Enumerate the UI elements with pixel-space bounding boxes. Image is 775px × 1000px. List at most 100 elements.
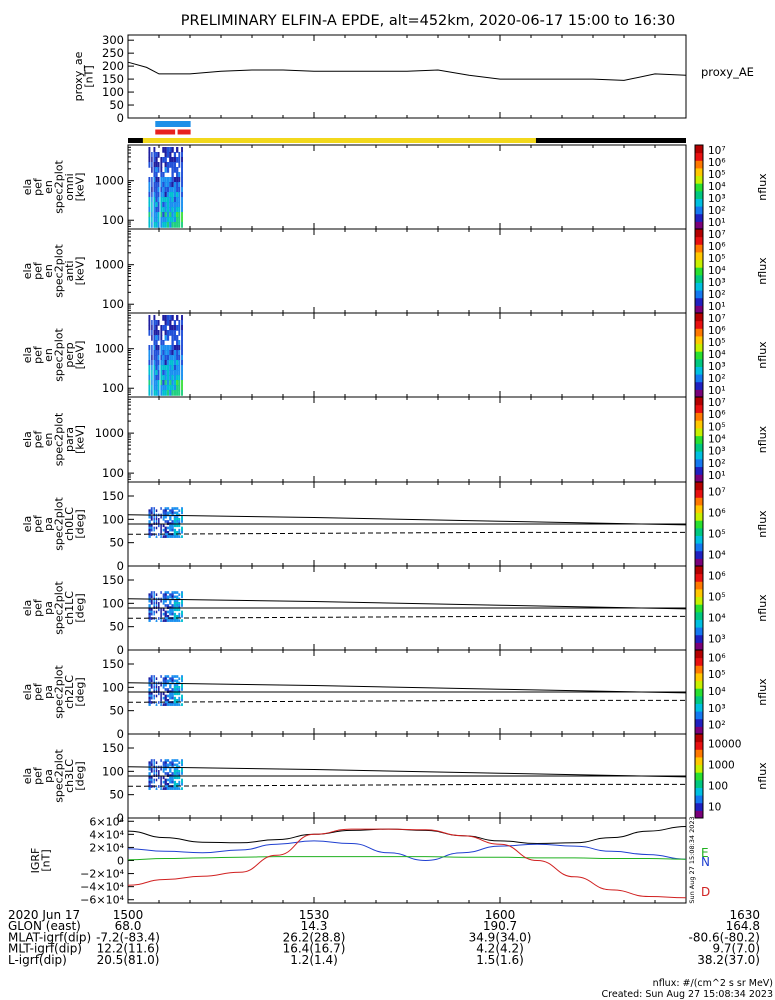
spectrogram-cell (148, 535, 151, 538)
spectrogram-cell (153, 591, 156, 594)
colorbar-segment (695, 221, 703, 230)
spectrogram-cell (153, 761, 156, 765)
spectrogram-cell (148, 380, 151, 386)
spectrogram-cell (173, 612, 177, 616)
spectrogram-cell (178, 340, 181, 346)
spectrogram-cell (173, 152, 177, 158)
spectrogram-cell (180, 679, 183, 683)
spectrogram (148, 507, 183, 538)
spectrogram-cell (155, 694, 158, 698)
spectrogram-cell (153, 780, 156, 784)
colorbar-tick-label: 10¹ (708, 301, 726, 313)
spectrogram-cell (164, 207, 167, 213)
colorbar-tick-label: 1000 (708, 760, 735, 772)
spectrogram-cell (164, 675, 167, 678)
spectrogram-cell (153, 177, 156, 183)
spectrogram-cell (159, 608, 163, 612)
spectrogram-cell (153, 385, 156, 391)
spectrogram-cell (169, 385, 172, 391)
y-label-line: ela (21, 263, 34, 280)
spectrogram-cell (153, 696, 156, 700)
spectrogram-cell (173, 365, 177, 371)
colorbar-tick-label: 10⁴ (708, 613, 726, 625)
spectrogram-cell (180, 767, 183, 771)
y-label-line: perp (63, 342, 76, 367)
spectrogram-cell (178, 375, 181, 381)
colorbar-tick-label: 10⁵ (708, 421, 726, 433)
spectrogram-cell (150, 785, 154, 788)
spectrogram-cell (176, 619, 179, 622)
spectrogram-cell (148, 217, 151, 223)
spectrogram-cell (178, 187, 181, 193)
spectrogram-cell (180, 763, 183, 767)
y-label-line: pa (42, 601, 55, 615)
spectrogram-cell (169, 686, 172, 689)
panel-frame (127, 34, 687, 119)
colorbar-segment (695, 389, 703, 398)
spectrogram-cell (180, 330, 183, 336)
colorbar-segment (695, 482, 703, 491)
spectrogram-cell (159, 192, 163, 198)
spectrogram-cell (157, 604, 160, 607)
spectrogram-cell (166, 320, 170, 326)
spectrogram-cell (150, 511, 154, 515)
footer-value: 164.8 (726, 919, 760, 933)
status-bars (128, 121, 686, 143)
colorbar-segment (695, 183, 703, 192)
spectrogram-cell (176, 776, 179, 780)
spectrogram-cell (180, 177, 183, 183)
spectrogram-cell (153, 595, 156, 599)
spectrogram-cell (171, 330, 174, 336)
footer-value: 1500 (113, 908, 144, 922)
footer-row-label: 2020 Jun 17 (8, 908, 80, 922)
spectrogram-cell (178, 182, 181, 188)
spectrogram-cell (169, 767, 172, 771)
spectrogram-cell (166, 679, 170, 683)
spectrogram-cell (173, 330, 177, 336)
colorbar-segment (695, 756, 703, 766)
spectrogram-cell (162, 172, 165, 178)
spectrogram-cell (173, 595, 177, 599)
spectrogram-cell (153, 520, 156, 523)
spectrogram-cell (180, 683, 183, 687)
spectrogram-cell (164, 515, 167, 519)
spectrogram-cell (171, 350, 174, 356)
footer-value: 1.5(1.6) (476, 953, 524, 967)
spectrogram-cell (155, 182, 158, 188)
spectrogram-cell (169, 509, 172, 513)
colorbar-label: nflux (756, 173, 769, 201)
spectrogram-cell (171, 177, 174, 183)
spectrogram-cell (159, 217, 163, 223)
spectrogram-cell (169, 222, 172, 228)
colorbar-tick-label: 10² (708, 373, 726, 385)
spectrogram-cell (148, 780, 151, 784)
spectrogram-cell (178, 217, 181, 223)
spectrogram-cell (180, 345, 183, 351)
colorbar-segment (695, 795, 703, 804)
spectrogram-cell (155, 345, 158, 351)
spectrogram-cell (178, 593, 181, 597)
spectrogram-cell (176, 770, 179, 773)
spectrogram-cell (180, 604, 183, 607)
spectrogram-cell (169, 528, 172, 532)
spectrogram-cell (178, 380, 181, 386)
colorbar-tick-label: 10⁶ (708, 652, 726, 664)
spectrogram-cell (157, 207, 160, 213)
colorbar-tick-label: 10⁷ (708, 229, 726, 241)
spectrogram-cell (176, 763, 179, 767)
spectrogram-cell (153, 683, 156, 687)
spectrogram-cell (171, 157, 174, 163)
spectrogram-cell (173, 763, 177, 767)
spectrogram-cell (166, 335, 170, 341)
spectrogram-cell (178, 365, 181, 371)
spectrogram-cell (164, 350, 167, 356)
spectrogram-cell (150, 518, 154, 521)
colorbar-segment (695, 229, 703, 238)
spectrogram-cell (159, 696, 163, 700)
spectrogram-cell (180, 780, 183, 784)
y-label-line: pa (42, 685, 55, 699)
spectrogram-cell (159, 524, 163, 528)
y-label-line: ela (21, 347, 34, 364)
y-tick-label: 100 (102, 381, 124, 395)
spectrogram-cell (148, 767, 151, 771)
